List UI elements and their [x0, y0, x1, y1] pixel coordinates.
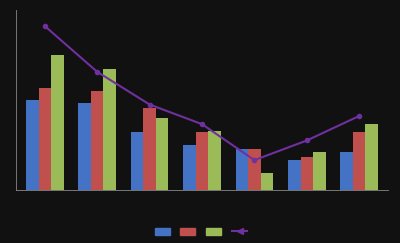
Bar — [38, 88, 51, 190]
Bar — [340, 152, 353, 190]
Bar — [300, 157, 313, 190]
Bar — [261, 173, 273, 190]
Bar — [313, 152, 326, 190]
Bar — [208, 131, 221, 190]
Bar — [248, 149, 261, 190]
Bar — [288, 160, 300, 190]
Bar — [51, 55, 64, 190]
Bar — [104, 69, 116, 190]
Bar — [78, 103, 91, 190]
Legend: , , , : , , , — [151, 224, 253, 239]
Bar — [131, 132, 143, 190]
Bar — [143, 108, 156, 190]
Bar — [91, 91, 104, 190]
Bar — [353, 132, 366, 190]
Bar — [183, 145, 196, 190]
Bar — [236, 149, 248, 190]
Bar — [26, 100, 38, 190]
Bar — [366, 124, 378, 190]
Bar — [196, 132, 208, 190]
Bar — [156, 118, 168, 190]
